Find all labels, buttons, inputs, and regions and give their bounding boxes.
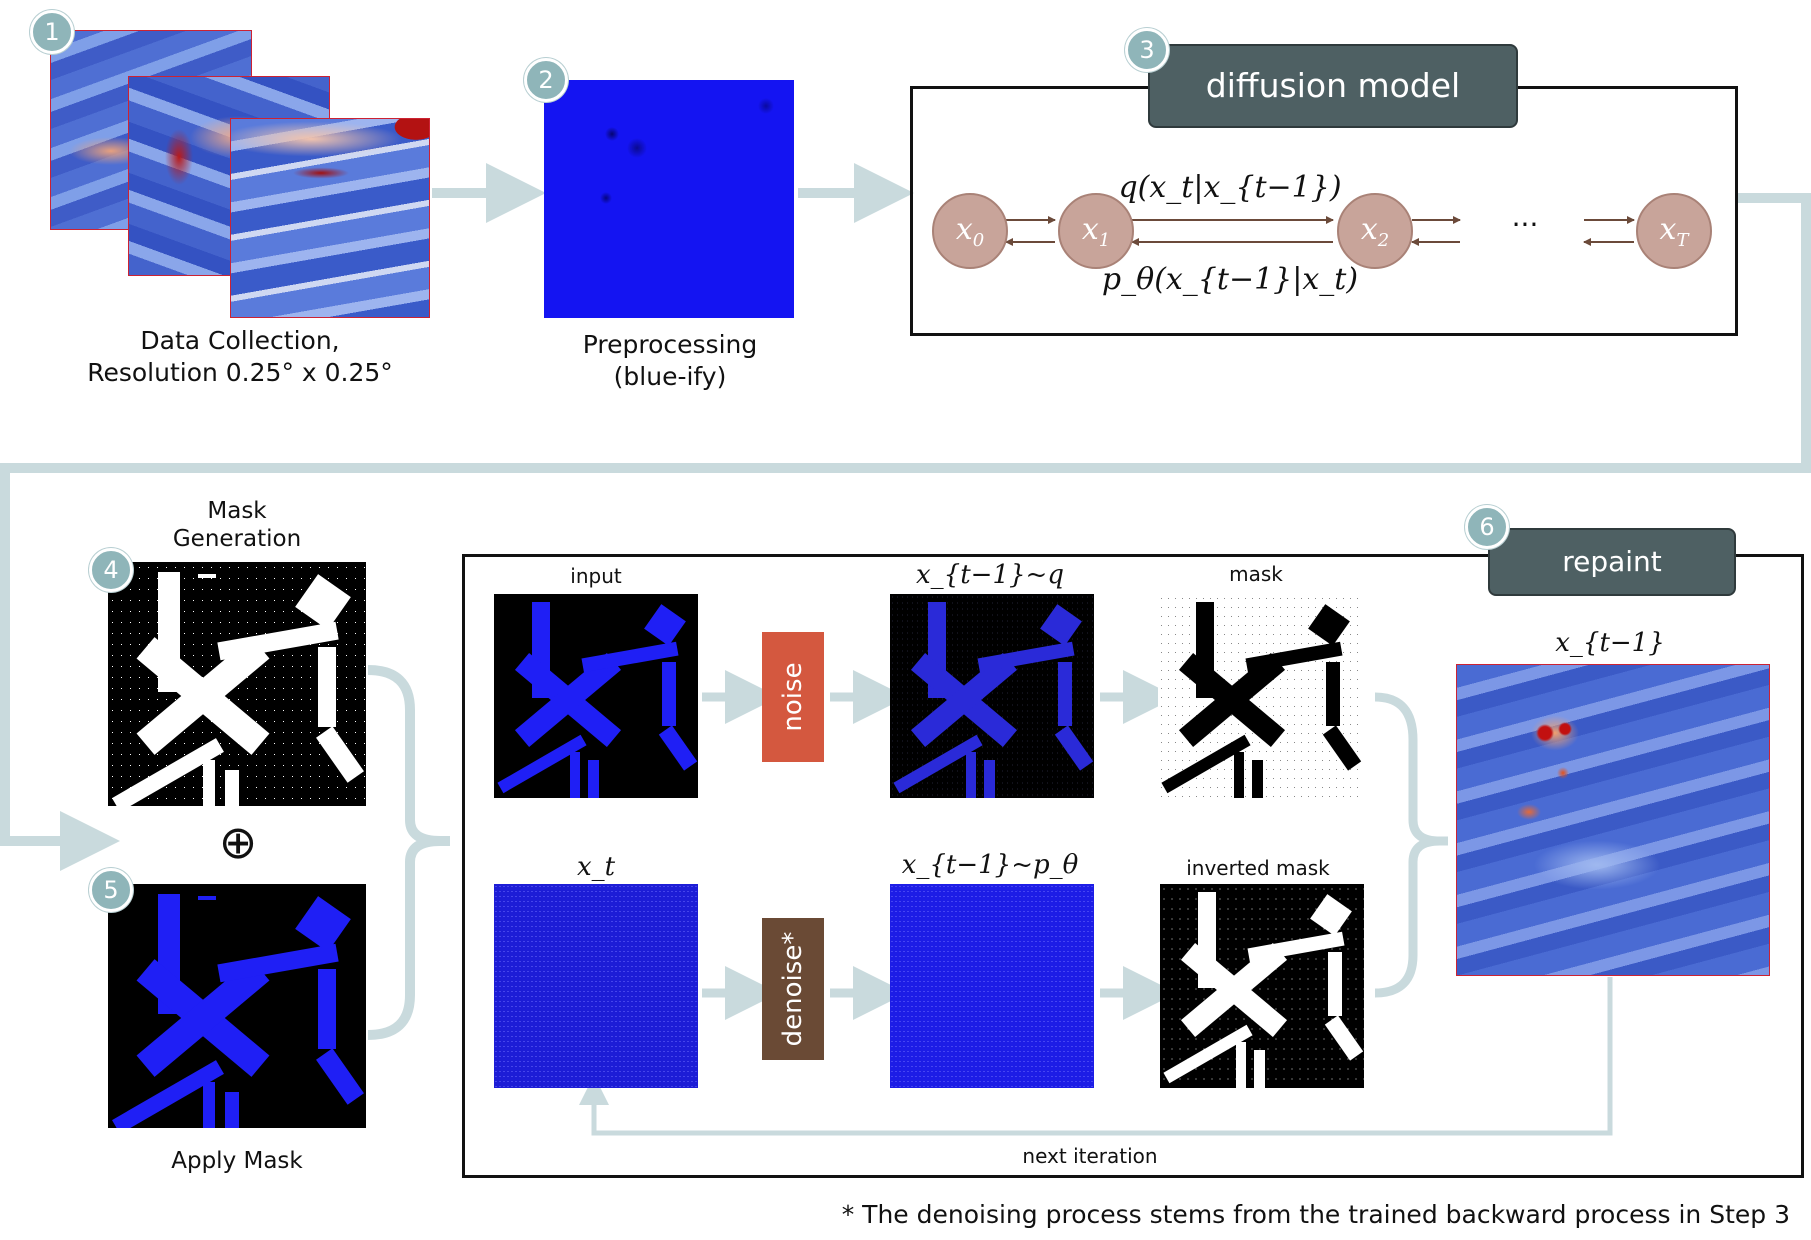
step-2-caption-line2: (blue-ify) [613, 362, 727, 391]
repaint-title: repaint [1488, 528, 1736, 596]
step-2-caption-line1: Preprocessing [582, 330, 758, 359]
mask-panel [1158, 594, 1362, 798]
denoise-box: denoise* [762, 918, 824, 1060]
arrow-next-iteration [579, 977, 1613, 1136]
step-4-caption-line1: Mask [207, 498, 267, 524]
diffusion-model-title: diffusion model [1148, 44, 1518, 128]
step-2-badge: 2 [524, 58, 568, 102]
xt-minus-1-q-label: x_{t−1}~q [916, 560, 1064, 590]
noise-box: noise [762, 632, 824, 762]
backward-process-label: p_θ(x_{t−1}|x_t) [1101, 262, 1359, 297]
step-6-badge: 6 [1465, 505, 1509, 549]
step-1-badge: 1 [30, 10, 74, 54]
output-panel [1456, 664, 1770, 976]
forward-process-label: q(x_t|x_{t−1}) [1118, 170, 1342, 205]
arrow-3-to-masks [0, 193, 1811, 871]
xt-minus-1-p-label: x_{t−1}~p_θ [901, 850, 1079, 880]
node-x0: x0 [932, 193, 1008, 269]
step-5-badge: 5 [89, 868, 133, 912]
input-label: input [570, 564, 622, 588]
blue-map [544, 80, 794, 318]
climate-map-3 [230, 118, 430, 318]
chain-ellipsis: ··· [1511, 208, 1539, 241]
repaint-frame [462, 554, 1804, 1178]
node-x2: x2 [1337, 193, 1413, 269]
node-xT: xT [1636, 193, 1712, 269]
node-x1: x1 [1058, 193, 1134, 269]
step-4-caption-line2: Generation [172, 526, 302, 552]
inverted-mask-panel [1160, 884, 1364, 1088]
step-4-badge: 4 [89, 548, 133, 592]
xt-minus-1-q-panel [890, 594, 1094, 798]
generated-mask [108, 562, 366, 806]
step-1-caption-line1: Data Collection, [140, 326, 340, 355]
applied-mask [108, 884, 366, 1128]
xt-label: x_t [576, 852, 616, 882]
input-panel [494, 594, 698, 798]
plus-symbol: ⊕ [218, 815, 258, 869]
inverted-mask-label: inverted mask [1186, 856, 1330, 880]
output-label: x_{t−1} [1555, 628, 1665, 658]
brace-to-output [1374, 692, 1448, 998]
xt-minus-1-p-panel [890, 884, 1094, 1088]
step-3-badge: 3 [1125, 28, 1169, 72]
mask-label: mask [1229, 562, 1283, 586]
step-1-caption-line2: Resolution 0.25° x 0.25° [87, 358, 393, 387]
step-5-caption: Apply Mask [171, 1148, 303, 1174]
footnote: * The denoising process stems from the t… [841, 1200, 1790, 1229]
xt-panel [494, 884, 698, 1088]
next-iteration-label: next iteration [1022, 1144, 1158, 1168]
brace-masks-to-repaint [367, 665, 450, 1040]
